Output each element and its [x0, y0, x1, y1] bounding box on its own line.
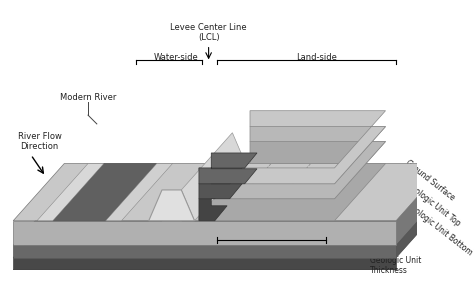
- Polygon shape: [199, 184, 227, 221]
- Polygon shape: [182, 133, 246, 221]
- Text: Levee: Levee: [135, 228, 161, 237]
- Text: Buffer Zones (m): Buffer Zones (m): [219, 241, 291, 250]
- Polygon shape: [37, 164, 104, 221]
- Text: 50: 50: [215, 229, 225, 238]
- Text: 100: 100: [252, 229, 267, 238]
- Polygon shape: [13, 164, 447, 221]
- Polygon shape: [199, 169, 242, 199]
- Text: Modern River: Modern River: [60, 93, 116, 102]
- Text: 1: 1: [184, 208, 191, 217]
- Text: Geologic Unit
Thickness: Geologic Unit Thickness: [370, 256, 421, 275]
- Text: River Flow
Direction: River Flow Direction: [18, 132, 62, 151]
- Text: Levee Center Line
(LCL): Levee Center Line (LCL): [170, 23, 247, 42]
- Text: C: C: [270, 170, 276, 180]
- Polygon shape: [199, 141, 385, 221]
- Text: Land-side: Land-side: [296, 53, 337, 62]
- Text: 3: 3: [189, 179, 195, 188]
- Polygon shape: [13, 245, 396, 258]
- Text: Geologic Unit Bottom: Geologic Unit Bottom: [404, 200, 474, 257]
- Polygon shape: [199, 111, 385, 184]
- Text: Ground Surface: Ground Surface: [404, 158, 456, 202]
- Polygon shape: [199, 127, 385, 199]
- Polygon shape: [13, 188, 447, 245]
- Text: 2: 2: [187, 194, 193, 203]
- Polygon shape: [13, 200, 447, 258]
- Text: 200: 200: [318, 229, 334, 238]
- Polygon shape: [199, 153, 257, 184]
- Polygon shape: [13, 221, 396, 245]
- Text: Water-side: Water-side: [154, 53, 199, 62]
- Text: Geologic Unit Top: Geologic Unit Top: [404, 180, 462, 228]
- Polygon shape: [13, 258, 396, 269]
- Polygon shape: [149, 190, 194, 221]
- Text: A: A: [247, 204, 254, 214]
- Polygon shape: [53, 164, 157, 221]
- Polygon shape: [13, 269, 396, 282]
- Text: B: B: [256, 188, 263, 198]
- Polygon shape: [162, 164, 232, 221]
- Polygon shape: [106, 164, 173, 221]
